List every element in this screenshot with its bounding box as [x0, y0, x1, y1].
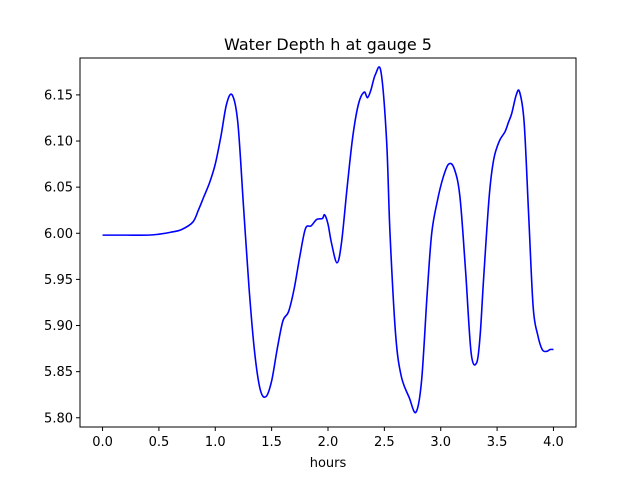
- x-tick-label: 0.5: [149, 435, 170, 450]
- x-tick-label: 1.0: [205, 435, 226, 450]
- y-tick-label: 5.85: [44, 365, 73, 380]
- y-tick-label: 5.80: [44, 411, 73, 426]
- plot-area: [102, 66, 554, 414]
- series-line: [102, 66, 554, 414]
- y-tick-label: 6.05: [44, 181, 73, 196]
- x-tick-label: 0.0: [92, 435, 113, 450]
- y-axis: 5.80 5.85 5.90 5.95 6.00 6.05 6.10 6.15: [44, 88, 80, 426]
- x-axis-label: hours: [310, 456, 347, 471]
- y-tick-label: 5.95: [44, 273, 73, 288]
- y-tick-label: 6.15: [44, 88, 73, 103]
- y-tick-label: 5.90: [44, 319, 73, 334]
- x-tick-label: 2.5: [374, 435, 395, 450]
- x-tick-label: 2.0: [318, 435, 339, 450]
- x-tick-label: 3.0: [430, 435, 451, 450]
- x-tick-label: 1.5: [261, 435, 282, 450]
- y-tick-label: 6.00: [44, 227, 73, 242]
- x-tick-label: 3.5: [487, 435, 508, 450]
- x-tick-label: 4.0: [543, 435, 564, 450]
- plot-frame: [79, 57, 577, 428]
- x-axis: 0.0 0.5 1.0 1.5 2.0 2.5 3.0 3.5 4.0: [92, 427, 564, 450]
- y-tick-label: 6.10: [44, 135, 73, 150]
- chart-title: Water Depth h at gauge 5: [224, 35, 432, 54]
